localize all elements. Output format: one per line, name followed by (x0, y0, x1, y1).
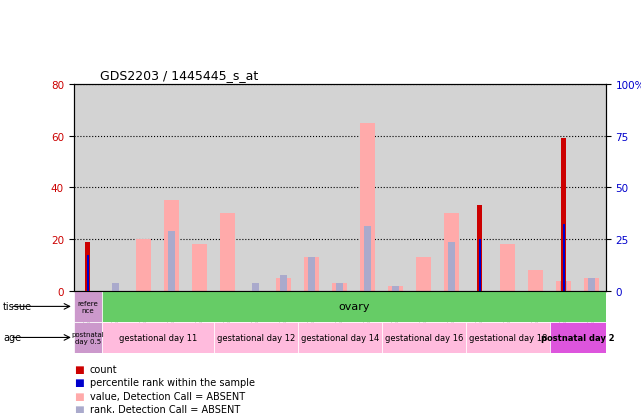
Bar (112, 283, 119, 291)
Text: ■: ■ (74, 404, 83, 413)
Bar (364, 227, 371, 291)
Bar (588, 278, 595, 291)
Bar (304, 258, 319, 291)
Bar (500, 244, 515, 291)
Bar (87, 255, 89, 291)
Text: ■: ■ (74, 391, 83, 401)
Text: gestational day 16: gestational day 16 (385, 333, 463, 342)
Text: postnatal day 2: postnatal day 2 (541, 333, 615, 342)
Text: ovary: ovary (338, 301, 369, 312)
Bar (220, 214, 235, 291)
Bar (280, 276, 287, 291)
Bar (382, 322, 466, 353)
Bar (388, 286, 403, 291)
Bar (337, 283, 343, 291)
Text: age: age (3, 332, 21, 343)
Bar (444, 214, 460, 291)
Bar (479, 240, 481, 291)
Text: value, Detection Call = ABSENT: value, Detection Call = ABSENT (90, 391, 245, 401)
Bar (308, 258, 315, 291)
Text: percentile rank within the sample: percentile rank within the sample (90, 377, 254, 387)
Bar (276, 278, 292, 291)
Bar (360, 123, 376, 291)
Bar (550, 322, 606, 353)
Text: ■: ■ (74, 364, 83, 374)
Bar (192, 244, 208, 291)
Text: GDS2203 / 1445445_s_at: GDS2203 / 1445445_s_at (100, 69, 258, 82)
Text: gestational day 12: gestational day 12 (217, 333, 295, 342)
Bar (477, 206, 482, 291)
Bar (584, 278, 599, 291)
Bar (213, 322, 297, 353)
Bar (466, 322, 550, 353)
Text: postnatal
day 0.5: postnatal day 0.5 (71, 331, 104, 344)
Bar (168, 232, 175, 291)
Bar (164, 201, 179, 291)
Bar (416, 258, 431, 291)
Bar (528, 271, 544, 291)
Bar (556, 281, 571, 291)
Text: gestational day 14: gestational day 14 (301, 333, 379, 342)
Bar (74, 291, 102, 322)
Text: count: count (90, 364, 117, 374)
Bar (74, 322, 102, 353)
Text: ■: ■ (74, 377, 83, 387)
Bar (252, 283, 259, 291)
Bar (562, 139, 566, 291)
Bar (332, 283, 347, 291)
Text: gestational day 18: gestational day 18 (469, 333, 547, 342)
Bar (563, 224, 565, 291)
Text: tissue: tissue (3, 301, 32, 312)
Text: rank, Detection Call = ABSENT: rank, Detection Call = ABSENT (90, 404, 240, 413)
Bar (448, 242, 455, 291)
Bar (102, 322, 213, 353)
Text: refere
nce: refere nce (78, 300, 98, 313)
Bar (85, 242, 90, 291)
Text: gestational day 11: gestational day 11 (119, 333, 197, 342)
Bar (136, 240, 151, 291)
Bar (560, 281, 567, 291)
Bar (392, 286, 399, 291)
Bar (297, 322, 382, 353)
